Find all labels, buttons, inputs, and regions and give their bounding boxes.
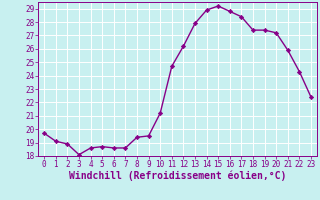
X-axis label: Windchill (Refroidissement éolien,°C): Windchill (Refroidissement éolien,°C) — [69, 171, 286, 181]
